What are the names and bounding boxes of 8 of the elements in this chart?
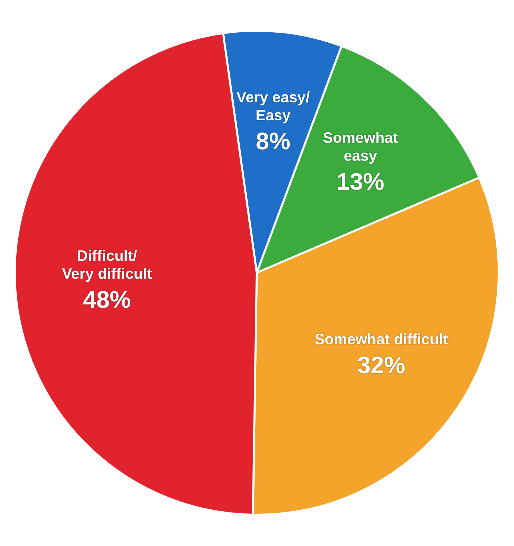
- slice-label: Somewhat difficult: [314, 331, 448, 348]
- data-label: 32%: [358, 352, 406, 380]
- data-label: 48%: [83, 286, 132, 314]
- slice-label: Somewhat easy: [323, 130, 398, 166]
- data-label: 8%: [256, 128, 291, 156]
- slice-label: Very easy/ Easy: [236, 89, 311, 124]
- slice-label: Difficult/ Very difficult: [62, 248, 152, 283]
- data-label: 13%: [336, 169, 385, 196]
